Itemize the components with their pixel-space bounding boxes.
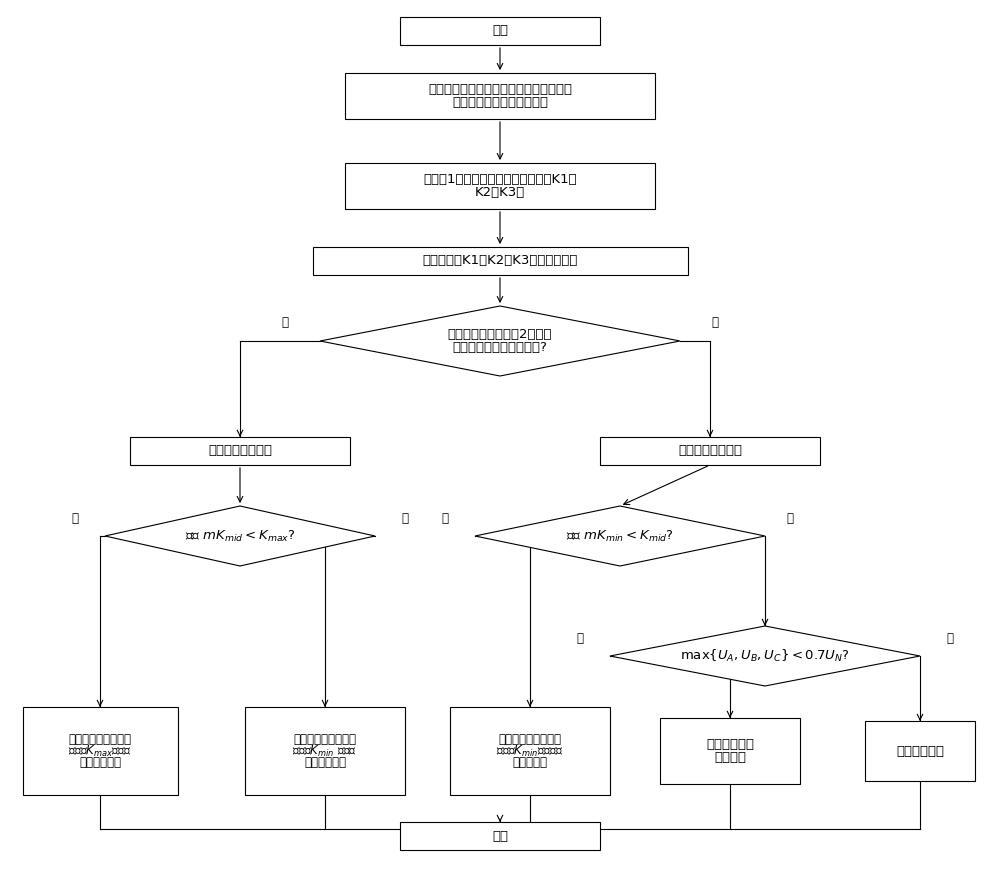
Text: 障，且$K_{min}$ 对应的: 障，且$K_{min}$ 对应的 bbox=[292, 744, 358, 759]
Text: 通过零序电压判据（2），确: 通过零序电压判据（2），确 bbox=[448, 328, 552, 341]
Bar bbox=[22, 707, 178, 795]
Text: $\mathrm{max}\{U_A,U_B,U_C\}<0.7U_N$?: $\mathrm{max}\{U_A,U_B,U_C\}<0.7U_N$? bbox=[680, 648, 850, 664]
Bar bbox=[865, 721, 975, 781]
Bar bbox=[312, 247, 688, 275]
Polygon shape bbox=[610, 626, 920, 686]
Polygon shape bbox=[475, 506, 765, 566]
Bar bbox=[400, 822, 600, 850]
Text: 否: 否 bbox=[786, 511, 794, 524]
Text: 是: 是 bbox=[442, 511, 448, 524]
Text: 对称故障: 对称故障 bbox=[714, 751, 746, 764]
Text: 定电网是否发生接地故障?: 定电网是否发生接地故障? bbox=[453, 341, 547, 354]
Text: 障，且$K_{max}$对应的: 障，且$K_{max}$对应的 bbox=[68, 744, 132, 759]
Text: 电网发生单相接地故: 电网发生单相接地故 bbox=[68, 733, 132, 746]
Polygon shape bbox=[105, 506, 375, 566]
Bar bbox=[130, 437, 350, 465]
Bar bbox=[245, 707, 405, 795]
Text: 电压突变量和零序电压大小: 电压突变量和零序电压大小 bbox=[452, 96, 548, 109]
Text: 相别为故障相: 相别为故障相 bbox=[79, 756, 121, 769]
Text: 否: 否 bbox=[402, 511, 409, 524]
Text: 是: 是 bbox=[282, 316, 288, 329]
Text: 是: 是 bbox=[72, 511, 78, 524]
Text: 对计算出的K1、K2和K3大小进行排序: 对计算出的K1、K2和K3大小进行排序 bbox=[422, 254, 578, 267]
Bar bbox=[450, 707, 610, 795]
Text: 障，且$K_{min}$对应的相: 障，且$K_{min}$对应的相 bbox=[496, 744, 564, 759]
Text: 是: 是 bbox=[576, 631, 584, 645]
Text: 别为健全相: 别为健全相 bbox=[512, 756, 548, 769]
Bar bbox=[345, 73, 655, 119]
Text: 进入接地故障选相: 进入接地故障选相 bbox=[208, 444, 272, 457]
Text: 进入相间故障选相: 进入相间故障选相 bbox=[678, 444, 742, 457]
Text: 电网发生两相相间故: 电网发生两相相间故 bbox=[498, 733, 562, 746]
Bar bbox=[600, 437, 820, 465]
Text: 故障选相失败: 故障选相失败 bbox=[896, 745, 944, 758]
Text: 判断 $mK_{mid} < K_{max}$?: 判断 $mK_{mid} < K_{max}$? bbox=[185, 529, 295, 544]
Bar bbox=[345, 163, 655, 209]
Text: 判断 $mK_{min} < K_{mid}$?: 判断 $mK_{min} < K_{mid}$? bbox=[566, 529, 674, 544]
Text: 由式（1）计算故障相别选择系数（K1、: 由式（1）计算故障相别选择系数（K1、 bbox=[423, 172, 577, 186]
Text: 电网发生两相接地故: 电网发生两相接地故 bbox=[294, 733, 356, 746]
Bar bbox=[400, 17, 600, 45]
Text: 否: 否 bbox=[946, 631, 954, 645]
Text: K2和K3）: K2和K3） bbox=[475, 186, 525, 199]
Text: 相别为健全相: 相别为健全相 bbox=[304, 756, 346, 769]
Bar bbox=[660, 718, 800, 784]
Text: 否: 否 bbox=[712, 316, 718, 329]
Polygon shape bbox=[320, 306, 680, 376]
Text: 开始: 开始 bbox=[492, 24, 508, 37]
Text: 结束: 结束 bbox=[492, 829, 508, 842]
Text: 通过保护装置计算各相电压突变量、各线: 通过保护装置计算各相电压突变量、各线 bbox=[428, 83, 572, 96]
Text: 电网发生三相: 电网发生三相 bbox=[706, 738, 754, 751]
